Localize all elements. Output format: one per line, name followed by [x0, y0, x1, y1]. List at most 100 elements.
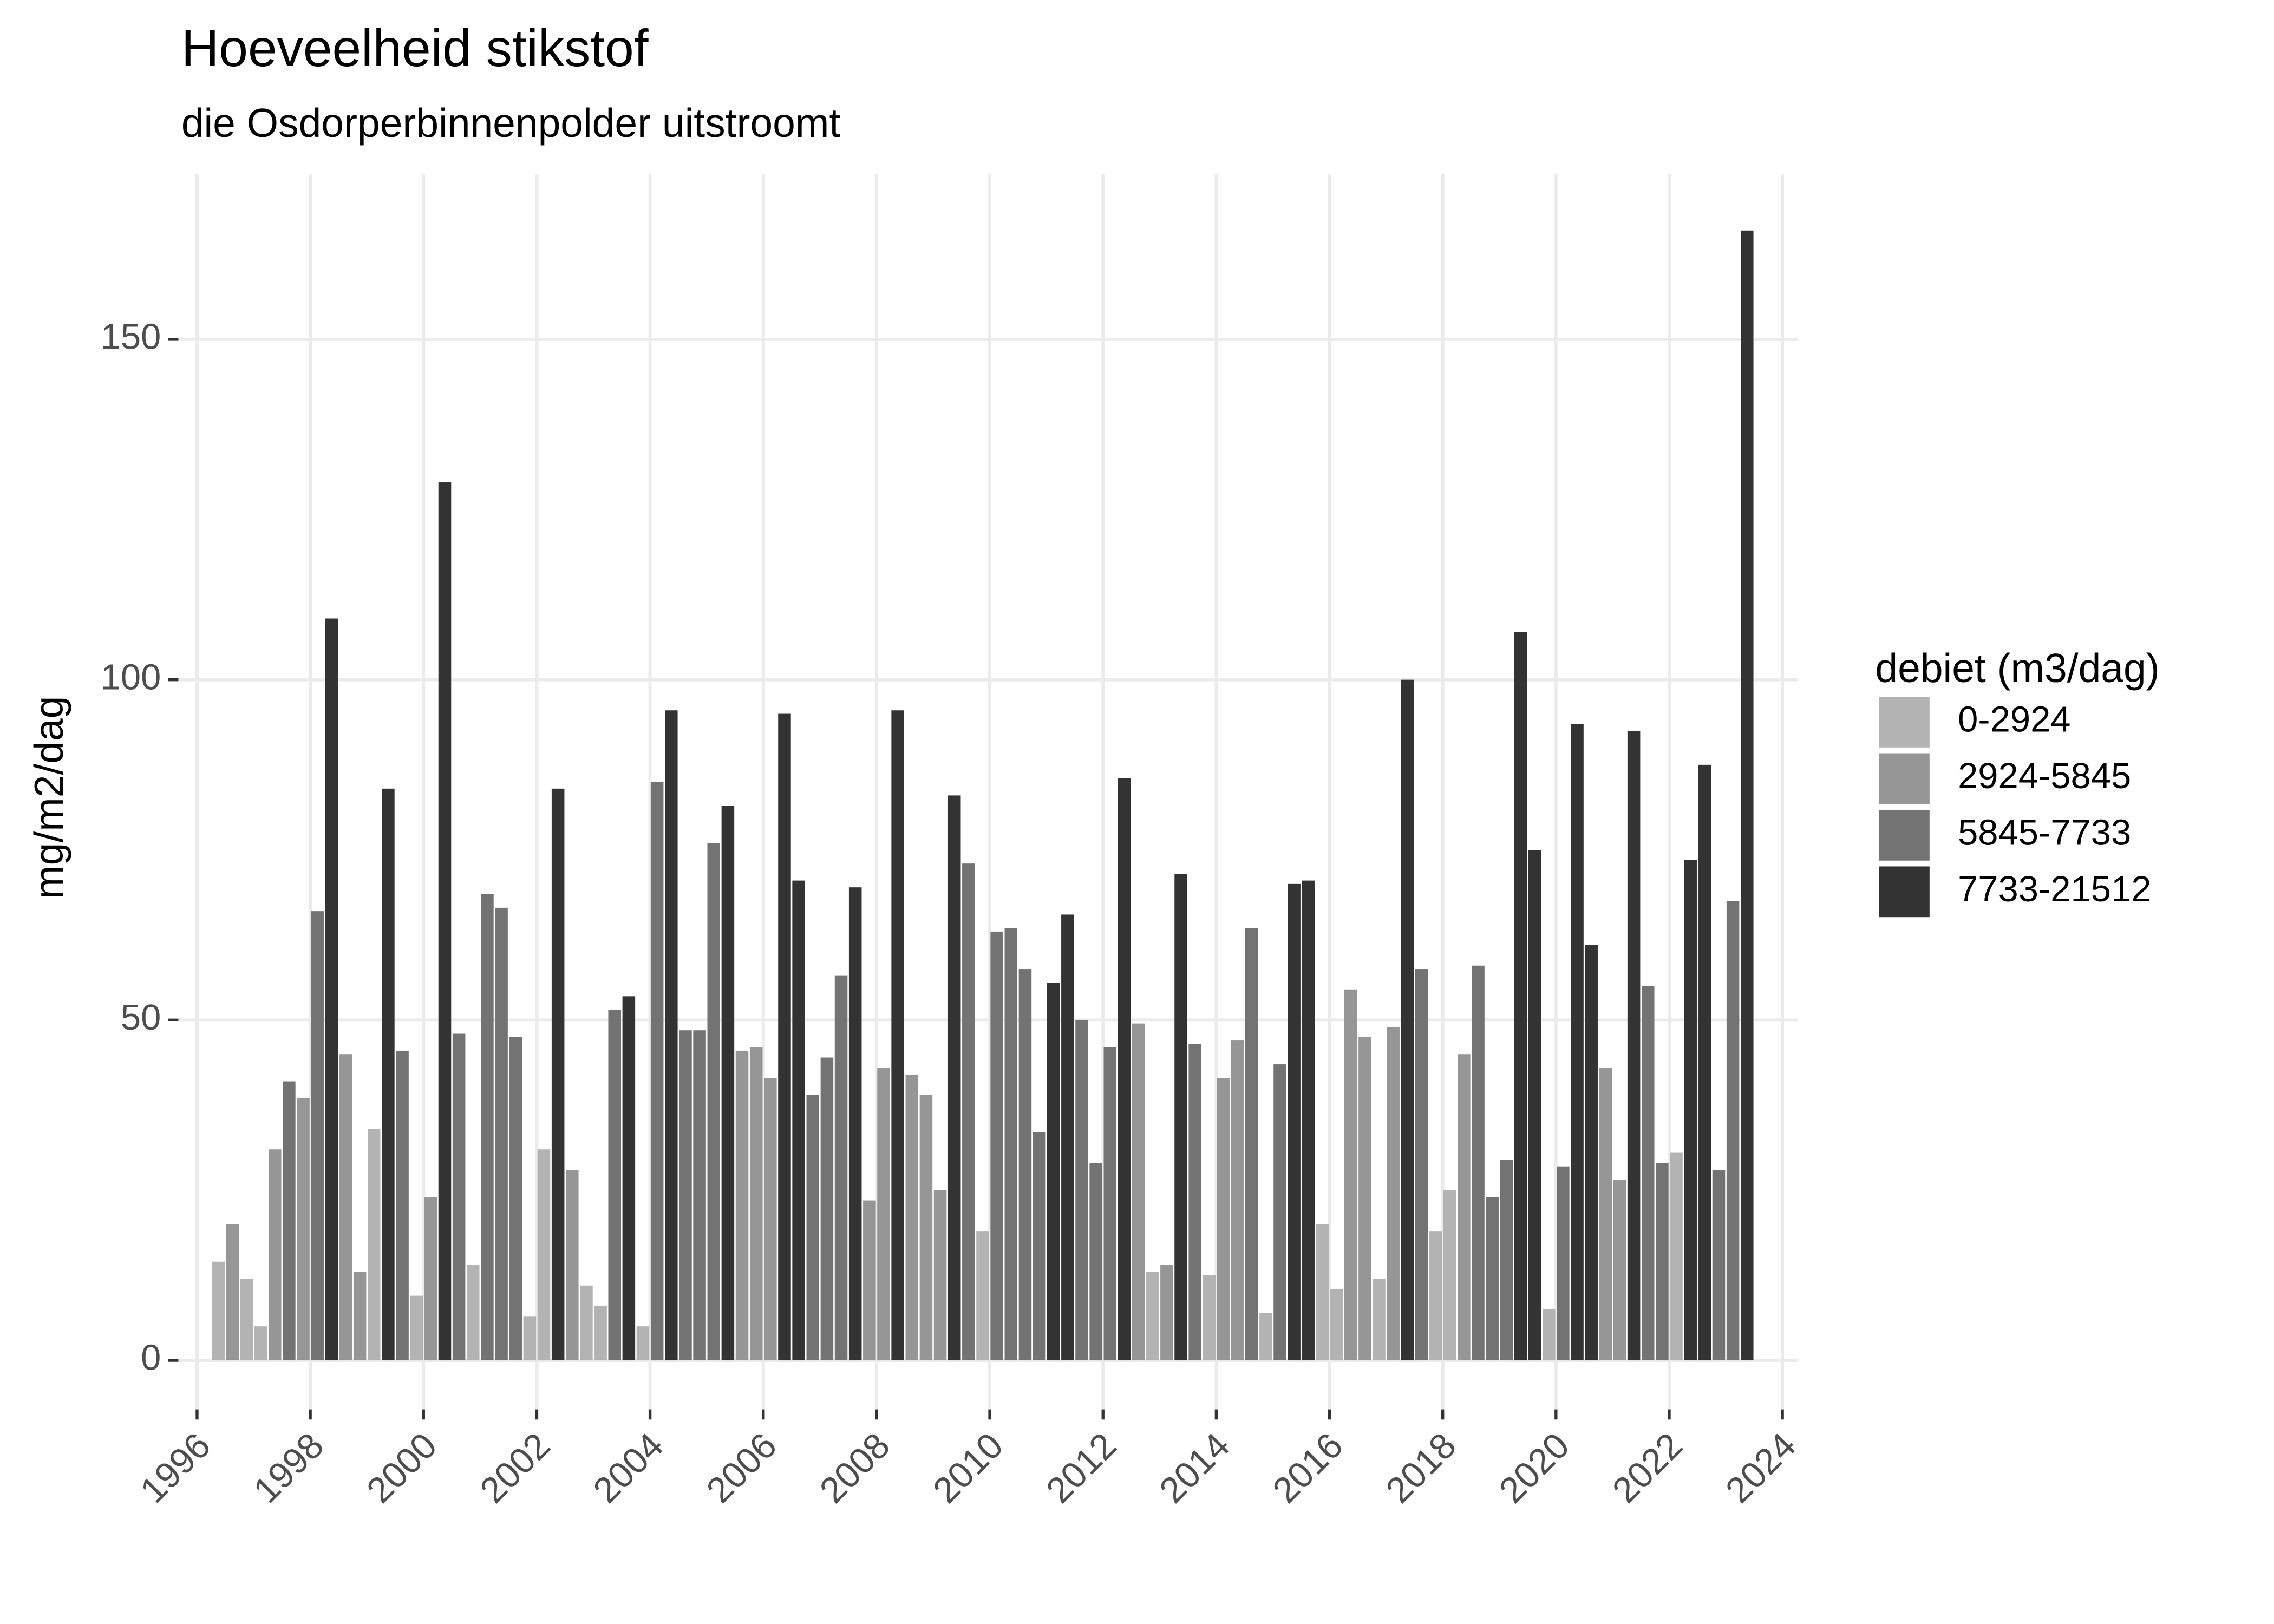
legend-label: 0-2924: [1958, 699, 2070, 740]
bar: [1273, 1064, 1286, 1361]
bar: [863, 1200, 876, 1361]
bar: [948, 795, 961, 1361]
bar: [1613, 1180, 1626, 1361]
bar: [1712, 1169, 1726, 1361]
bar: [1443, 1190, 1456, 1361]
bar: [1486, 1197, 1499, 1361]
legend-key: [1877, 751, 1931, 806]
y-tick-label: 0: [141, 1338, 161, 1378]
bar: [1571, 724, 1584, 1361]
bar: [269, 1149, 282, 1361]
bar: [665, 710, 678, 1361]
bar: [1627, 730, 1641, 1361]
bar: [1174, 874, 1187, 1361]
y-tick-label: 100: [101, 657, 161, 697]
bar: [1373, 1279, 1386, 1361]
bar: [1387, 1026, 1400, 1361]
bar: [1061, 914, 1074, 1361]
bar: [806, 1095, 820, 1361]
bar: [212, 1261, 225, 1361]
legend-label: 2924-5845: [1958, 756, 2131, 796]
bar: [693, 1030, 706, 1361]
bar: [1585, 945, 1598, 1361]
bar: [1401, 679, 1414, 1361]
bar: [636, 1326, 650, 1361]
bar: [707, 843, 721, 1361]
bar: [1316, 1224, 1329, 1361]
y-tick-label: 150: [101, 317, 161, 357]
bar: [1047, 983, 1060, 1361]
bar: [240, 1279, 253, 1361]
bar: [962, 863, 975, 1361]
bar: [1033, 1132, 1046, 1361]
bar: [1599, 1068, 1612, 1361]
legend-label: 7733-21512: [1958, 869, 2151, 909]
bar: [339, 1054, 352, 1361]
bar: [933, 1190, 947, 1361]
legend-key: [1877, 808, 1931, 862]
bar: [509, 1037, 522, 1361]
bar: [1698, 764, 1711, 1361]
bar: [1415, 969, 1428, 1361]
bar: [1642, 986, 1655, 1361]
bar: [566, 1169, 579, 1361]
bar: [382, 788, 395, 1361]
bar: [297, 1098, 310, 1361]
bar: [1288, 883, 1301, 1361]
bar: [976, 1231, 989, 1361]
bar: [368, 1129, 381, 1361]
legend: debiet (m3/dag) 0-2924 2924-5845 5845-7733…: [1875, 645, 2160, 919]
bar: [495, 907, 508, 1361]
bar: [1472, 965, 1485, 1361]
bar: [721, 806, 735, 1361]
bar: [1259, 1313, 1272, 1361]
bar: [1217, 1078, 1230, 1361]
bar: [1670, 1152, 1683, 1361]
bar: [1656, 1163, 1669, 1361]
bar: [891, 710, 904, 1361]
bar: [353, 1272, 367, 1361]
bar: [1103, 1047, 1117, 1361]
bar: [551, 788, 565, 1361]
bar: [905, 1074, 919, 1361]
bar: [679, 1030, 692, 1361]
bar: [1557, 1166, 1570, 1361]
bar: [1429, 1231, 1442, 1361]
bar: [481, 894, 494, 1361]
bar: [778, 713, 791, 1361]
bar: [1231, 1040, 1244, 1361]
bar: [848, 887, 862, 1361]
bar: [1245, 928, 1258, 1361]
bar: [1542, 1309, 1556, 1361]
bar: [990, 931, 1003, 1361]
bar: [325, 618, 338, 1361]
bar: [424, 1197, 437, 1361]
bar: [1203, 1275, 1216, 1361]
bar: [735, 1050, 749, 1361]
bar: [1018, 969, 1032, 1361]
bar: [1500, 1160, 1513, 1361]
bar: [749, 1047, 763, 1361]
bar: [537, 1149, 551, 1361]
bar: [834, 975, 848, 1361]
legend-key: [1877, 865, 1931, 919]
bar: [877, 1068, 890, 1361]
bar: [1344, 989, 1357, 1361]
bar: [410, 1295, 423, 1361]
bar: [1458, 1054, 1471, 1361]
bar: [396, 1050, 409, 1361]
legend-key: [1877, 695, 1931, 749]
bar: [919, 1095, 933, 1361]
bar: [283, 1081, 296, 1361]
bar: [1089, 1163, 1102, 1361]
bar: [1075, 1020, 1088, 1361]
bar: [820, 1057, 834, 1361]
bar: [608, 1010, 621, 1361]
bar: [1330, 1289, 1343, 1361]
bar: [1118, 778, 1131, 1361]
bar: [452, 1033, 466, 1361]
bar: [594, 1306, 607, 1361]
legend-title: debiet (m3/dag): [1875, 645, 2159, 691]
